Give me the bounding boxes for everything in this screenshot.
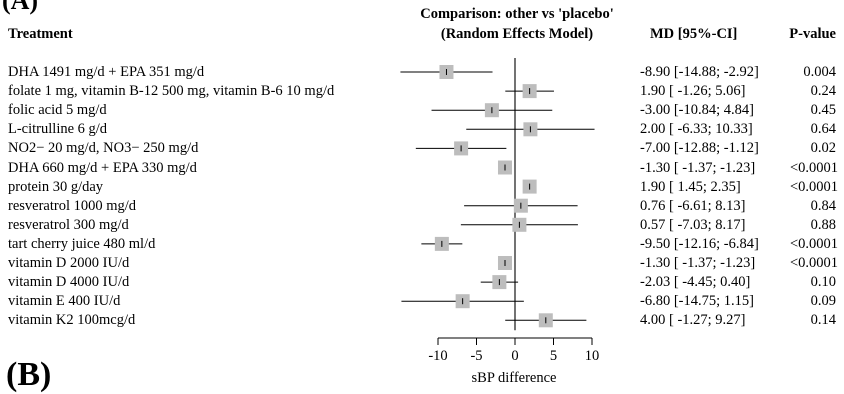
treatment-label: folate 1 mg, vitamin B-12 500 mg, vitami… [8,83,335,100]
x-tick-label: 10 [584,348,600,364]
treatment-label: DHA 1491 mg/d + EPA 351 mg/d [8,64,205,80]
treatment-label: L-citrulline 6 g/d [8,121,108,138]
p-value: 0.004 [803,64,836,80]
p-value: 0.24 [810,83,836,100]
md-ci-value: -6.80 [-14.75; 1.15] [640,293,754,310]
md-ci-value: 1.90 [ -1.26; 5.06] [640,83,746,100]
treatment-label: DHA 660 mg/d + EPA 330 mg/d [8,159,197,176]
md-ci-value: -3.00 [-10.84; 4.84] [640,102,754,119]
x-tick-label: -5 [470,348,483,364]
md-ci-value: -1.30 [ -1.37; -1.23] [640,159,756,176]
treatment-label: vitamin K2 100mcg/d [8,312,136,329]
p-value: 0.02 [810,140,836,157]
p-value: 0.45 [810,102,836,119]
md-ci-value: 0.57 [ -7.03; 8.17] [640,216,746,233]
comparison-header: Comparison: other vs 'placebo' [420,6,614,22]
p-value: <0.0001 [790,235,839,252]
model-header: (Random Effects Model) [440,26,594,42]
p-value: <0.0001 [790,255,839,271]
x-tick-label: 0 [511,348,519,364]
p-value: 0.88 [810,216,836,233]
x-tick-label: -10 [428,348,448,364]
panel-label-b: (B) [6,356,52,393]
md-ci-value: 4.00 [ -1.27; 9.27] [640,312,746,329]
p-value: 0.09 [810,293,836,310]
treatment-label: vitamin D 2000 IU/d [8,255,130,271]
p-value: 0.10 [810,274,836,291]
pvalue-header: P-value [789,26,836,42]
md-ci-header: MD [95%-CI] [650,26,738,42]
md-ci-value: -8.90 [-14.88; -2.92] [640,64,759,80]
md-ci-value: 0.76 [ -6.61; 8.13] [640,197,746,214]
md-ci-value: -9.50 [-12.16; -6.84] [640,235,759,252]
p-value: 0.84 [810,197,836,214]
treatment-label: NO2− 20 mg/d, NO3− 250 mg/d [8,140,199,157]
md-ci-value: -2.03 [ -4.45; 0.40] [640,274,751,291]
panel-label-a: (A) [2,0,39,15]
treatment-label: resveratrol 1000 mg/d [8,197,137,214]
treatment-label: resveratrol 300 mg/d [8,216,129,233]
md-ci-value: -7.00 [-12.88; -1.12] [640,140,759,157]
treatment-label: tart cherry juice 480 ml/d [8,235,156,252]
treatment-label: vitamin E 400 IU/d [8,293,121,310]
x-tick-label: 5 [549,348,558,364]
p-value: <0.0001 [790,159,839,176]
p-value: 0.14 [810,312,836,329]
x-axis-label: sBP difference [471,370,557,386]
treatment-label: protein 30 g/day [8,178,104,195]
md-ci-value: 2.00 [ -6.33; 10.33] [640,121,753,138]
treatment-header: Treatment [8,26,73,42]
md-ci-value: -1.30 [ -1.37; -1.23] [640,255,756,271]
treatment-label: vitamin D 4000 IU/d [8,274,130,291]
p-value: <0.0001 [790,178,839,195]
md-ci-value: 1.90 [ 1.45; 2.35] [640,178,741,195]
treatment-label: folic acid 5 mg/d [8,102,107,119]
p-value: 0.64 [810,121,836,138]
